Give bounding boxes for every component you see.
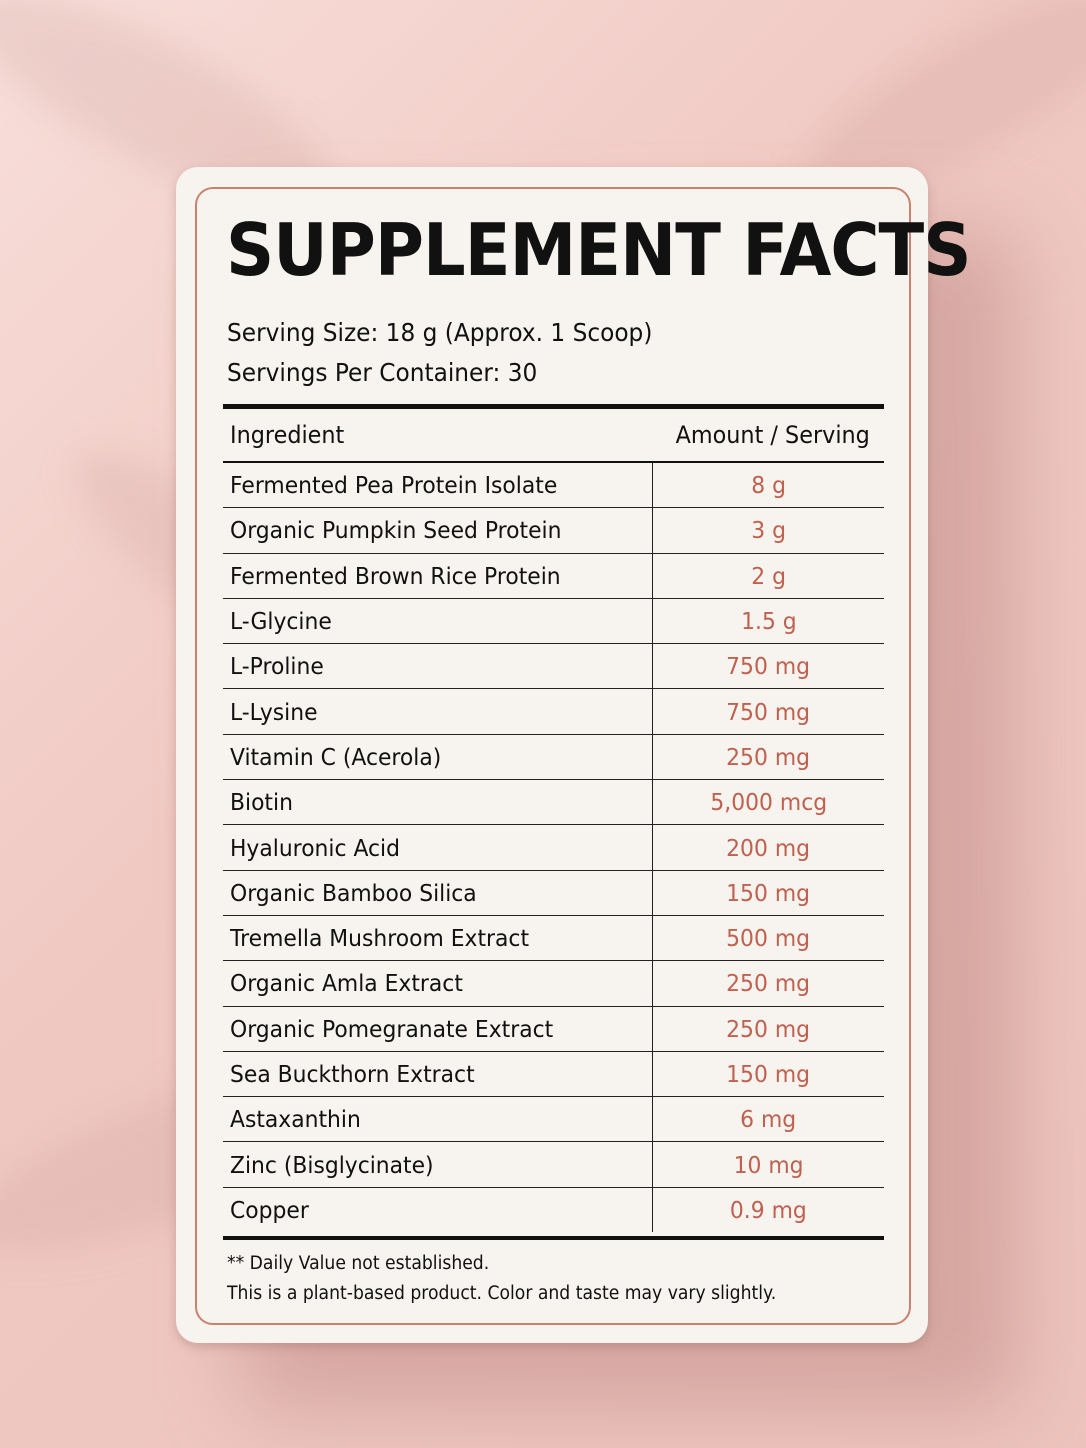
ingredient-name: Fermented Pea Protein Isolate <box>223 463 653 508</box>
table-row: Organic Amla Extract 250 mg <box>223 961 884 1007</box>
ingredient-label: L-Glycine <box>230 607 332 636</box>
amount-label: 250 mg <box>726 969 811 998</box>
ingredient-amount: 750 mg <box>653 652 884 680</box>
serving-size: Serving Size: 18 g (Approx. 1 Scoop) <box>227 318 653 347</box>
header-amount: Amount / Serving <box>675 421 870 449</box>
amount-label: 250 mg <box>726 742 811 771</box>
ingredient-label: Biotin <box>230 788 293 817</box>
ingredient-label: L-Lysine <box>230 697 318 726</box>
table-row: Fermented Brown Rice Protein 2 g <box>223 553 884 599</box>
footnote-plant-based: This is a plant-based product. Color and… <box>227 1283 777 1304</box>
ingredient-amount: 150 mg <box>653 879 884 907</box>
ingredient-label: Sea Buckthorn Extract <box>230 1060 475 1088</box>
ingredient-amount: 2 g <box>653 562 884 590</box>
ingredient-name: Copper <box>223 1187 653 1233</box>
amount-label: 3 g <box>751 516 786 545</box>
table-row: Copper 0.9 mg <box>223 1187 884 1233</box>
ingredient-name: Organic Amla Extract <box>223 961 653 1006</box>
amount-label: 8 g <box>751 471 786 500</box>
table-row: L-Glycine 1.5 g <box>223 598 884 645</box>
amount-label: 0.9 mg <box>730 1195 807 1224</box>
ingredient-name: Vitamin C (Acerola) <box>223 734 653 780</box>
ingredient-label: Tremella Mushroom Extract <box>230 924 530 953</box>
servings-per-container: Servings Per Container: 30 <box>227 358 538 387</box>
table-row: Astaxanthin 6 mg <box>223 1097 884 1143</box>
ingredient-amount: 250 mg <box>653 969 884 997</box>
ingredient-name: Fermented Brown Rice Protein <box>223 553 653 598</box>
ingredient-amount: 5,000 mcg <box>653 788 884 816</box>
table-row: Fermented Pea Protein Isolate 8 g <box>223 463 884 509</box>
amount-label: 200 mg <box>726 833 811 862</box>
ingredient-amount: 1.5 g <box>653 607 884 635</box>
amount-label: 750 mg <box>726 697 811 726</box>
ingredient-label: L-Proline <box>230 652 324 681</box>
amount-label: 5,000 mcg <box>710 788 827 817</box>
table-row: Vitamin C (Acerola) 250 mg <box>223 734 884 781</box>
ingredient-label: Hyaluronic Acid <box>230 833 400 862</box>
ingredient-name: Organic Bamboo Silica <box>223 870 653 915</box>
ingredient-amount: 150 mg <box>653 1060 884 1088</box>
ingredient-label: Fermented Brown Rice Protein <box>230 561 561 590</box>
ingredient-name: L-Glycine <box>223 598 653 644</box>
ingredient-name: Sea Buckthorn Extract <box>223 1051 653 1097</box>
amount-label: 150 mg <box>726 1060 811 1088</box>
ingredient-label: Vitamin C (Acerola) <box>230 742 442 771</box>
ingredient-label: Zinc (Bisglycinate) <box>230 1150 434 1179</box>
ingredients-table: Ingredient Amount / Serving Fermented Pe… <box>223 404 884 1233</box>
ingredient-name: Biotin <box>223 780 653 825</box>
ingredient-name: L-Proline <box>223 644 653 689</box>
table-row: Organic Pumpkin Seed Protein 3 g <box>223 508 884 554</box>
card-inner-border <box>195 187 911 1325</box>
ingredient-amount: 200 mg <box>653 834 884 862</box>
table-row: L-Lysine 750 mg <box>223 689 884 735</box>
ingredient-label: Organic Bamboo Silica <box>230 878 477 907</box>
table-row: Organic Pomegranate Extract 250 mg <box>223 1006 884 1052</box>
ingredient-name: L-Lysine <box>223 689 653 734</box>
ingredient-name: Zinc (Bisglycinate) <box>223 1142 653 1187</box>
ingredient-label: Organic Pomegranate Extract <box>230 1014 554 1043</box>
table-row: Zinc (Bisglycinate) 10 mg <box>223 1142 884 1188</box>
ingredient-name: Organic Pomegranate Extract <box>223 1006 653 1051</box>
ingredient-amount: 3 g <box>653 516 884 544</box>
amount-label: 500 mg <box>726 924 811 953</box>
table-row: Sea Buckthorn Extract 150 mg <box>223 1051 884 1098</box>
amount-label: 2 g <box>751 561 786 590</box>
ingredient-amount: 0.9 mg <box>653 1196 884 1224</box>
ingredient-label: Organic Pumpkin Seed Protein <box>230 516 562 545</box>
ingredient-label: Copper <box>230 1195 309 1224</box>
ingredient-amount: 250 mg <box>653 743 884 771</box>
amount-label: 150 mg <box>726 878 811 907</box>
ingredient-amount: 750 mg <box>653 698 884 726</box>
ingredient-name: Astaxanthin <box>223 1097 653 1142</box>
table-row: Organic Bamboo Silica 150 mg <box>223 870 884 916</box>
label-title: SUPPLEMENT FACTS <box>226 208 972 292</box>
supplement-facts-card <box>176 167 928 1343</box>
ingredient-label: Fermented Pea Protein Isolate <box>230 471 558 500</box>
table-bottom-rule <box>223 1236 884 1240</box>
table-row: Tremella Mushroom Extract 500 mg <box>223 915 884 962</box>
ingredient-amount: 500 mg <box>653 924 884 952</box>
ingredient-amount: 10 mg <box>653 1151 884 1179</box>
amount-label: 750 mg <box>726 652 811 681</box>
amount-label: 10 mg <box>733 1150 804 1179</box>
amount-label: 1.5 g <box>740 607 797 636</box>
table-row: L-Proline 750 mg <box>223 644 884 690</box>
table-row: Hyaluronic Acid 200 mg <box>223 825 884 871</box>
amount-label: 250 mg <box>726 1014 811 1043</box>
ingredient-name: Tremella Mushroom Extract <box>223 915 653 961</box>
table-body: Fermented Pea Protein Isolate 8 g Organic … <box>223 463 884 1233</box>
ingredient-amount: 6 mg <box>653 1105 884 1133</box>
footnote-daily-value: ** Daily Value not established. <box>227 1253 490 1274</box>
ingredient-amount: 8 g <box>653 471 884 499</box>
table-header: Ingredient Amount / Serving <box>223 409 884 463</box>
header-ingredient: Ingredient <box>230 421 345 449</box>
ingredient-label: Organic Amla Extract <box>230 969 463 998</box>
table-row: Biotin 5,000 mcg <box>223 780 884 826</box>
amount-label: 6 mg <box>740 1105 797 1134</box>
ingredient-label: Astaxanthin <box>230 1105 361 1134</box>
ingredient-name: Hyaluronic Acid <box>223 825 653 870</box>
ingredient-name: Organic Pumpkin Seed Protein <box>223 508 653 553</box>
ingredient-amount: 250 mg <box>653 1015 884 1043</box>
